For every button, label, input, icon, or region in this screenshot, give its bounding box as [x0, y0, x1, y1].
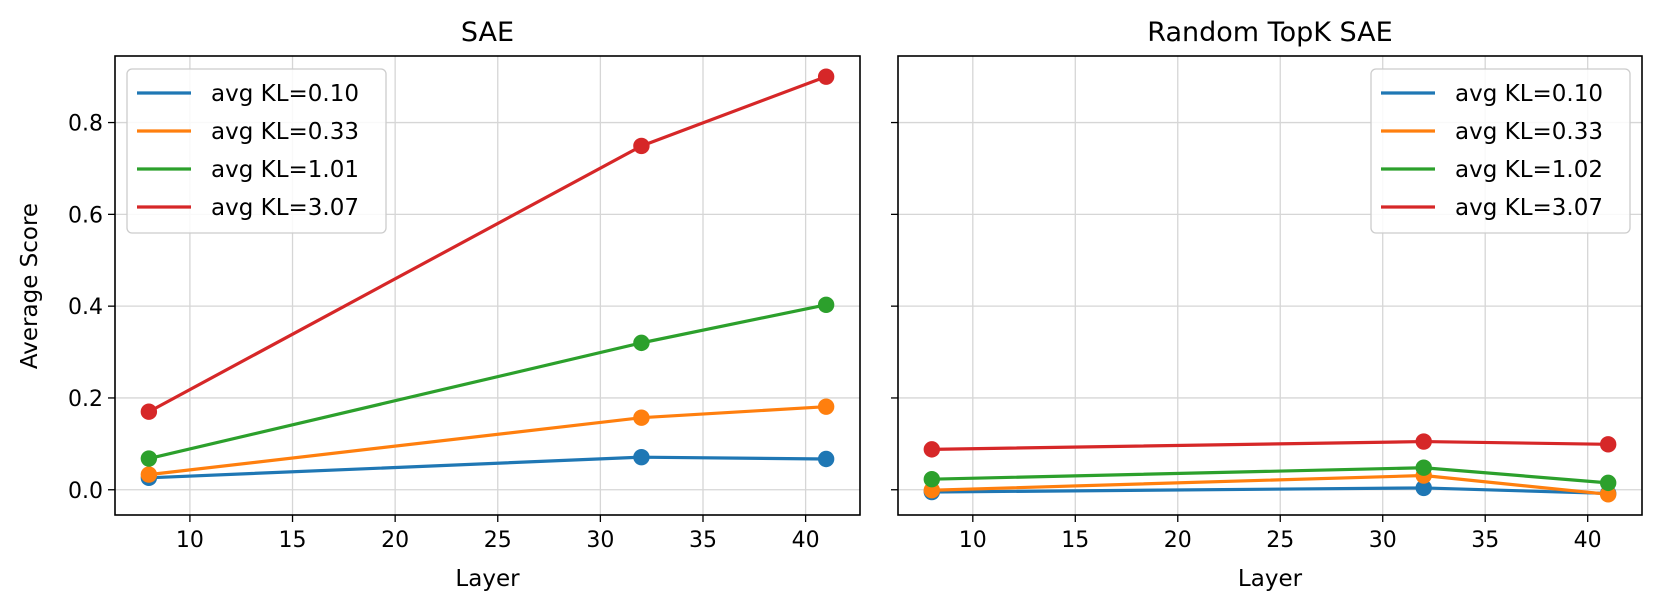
data-point: [140, 403, 158, 420]
x-tick-label: 25: [484, 528, 512, 553]
x-tick-label: 40: [792, 528, 820, 553]
x-axis-label: Layer: [1238, 566, 1303, 592]
panel-random-topk-sae: Random TopK SAE Layer 10 15 20 25 30 35 40 avg …: [891, 17, 1643, 592]
data-point: [817, 450, 835, 468]
x-tick-label: 25: [1266, 528, 1294, 553]
x-tick-label: 20: [1164, 528, 1192, 553]
data-point: [1415, 433, 1432, 450]
data-point: [1415, 479, 1432, 497]
legend-label: avg KL=1.01: [211, 157, 359, 183]
x-tick-label: 15: [1061, 528, 1089, 553]
data-point: [633, 409, 650, 426]
x-tick-label: 30: [586, 528, 614, 553]
data-point: [1599, 474, 1617, 492]
x-tick-label: 30: [1369, 528, 1397, 553]
axes-frame: [897, 55, 1643, 516]
y-axis-label: Average Score: [17, 203, 43, 369]
plot-area: 10 15 20 25 30 35 40 0.0 0.2 0.4 0.6 0.8 avg KL=0.10…: [68, 55, 861, 553]
data-point: [633, 334, 650, 352]
data-point: [1415, 459, 1432, 476]
data-point: [140, 466, 158, 483]
data-point: [140, 450, 158, 467]
legend: avg KL=0.10 avg KL=0.33 avg KL=1.01 avg KL=…: [126, 68, 387, 234]
data-point: [817, 68, 835, 85]
panel-sae: SAE Layer Average Score 10 15 20 25 30 35 40 0.…: [17, 17, 861, 592]
legend-label: avg KL=0.33: [1455, 119, 1603, 145]
x-tick-label: 10: [176, 528, 204, 553]
x-axis-label: Layer: [455, 566, 520, 592]
legend-box: [1370, 68, 1631, 234]
legend-label: avg KL=0.10: [1455, 81, 1603, 107]
data-point: [923, 470, 941, 488]
y-tick-label: 0.8: [68, 112, 103, 137]
x-tick-label: 40: [1574, 528, 1602, 553]
legend-label: avg KL=0.10: [211, 81, 359, 107]
data-point: [817, 398, 835, 415]
y-tick-label: 0.0: [68, 479, 103, 504]
legend-box: [126, 68, 387, 234]
panel-title: Random TopK SAE: [1147, 17, 1392, 48]
data-point: [817, 296, 835, 313]
data-point: [1599, 436, 1617, 453]
axes-frame: [114, 55, 861, 516]
y-tick-label: 0.4: [68, 295, 103, 320]
y-tick-label: 0.2: [68, 387, 103, 412]
x-tick-label: 35: [689, 528, 717, 553]
y-tick-label: 0.6: [68, 203, 103, 228]
legend-label: avg KL=0.33: [211, 119, 359, 145]
data-point: [1599, 486, 1617, 503]
legend-label: avg KL=3.07: [211, 195, 359, 221]
data-point: [633, 448, 650, 466]
legend-label: avg KL=3.07: [1455, 195, 1603, 221]
panel-title: SAE: [461, 17, 514, 48]
legend: avg KL=0.10 avg KL=0.33 avg KL=1.02 avg KL=…: [1370, 68, 1631, 234]
x-tick-label: 20: [381, 528, 409, 553]
data-point: [923, 441, 941, 458]
x-tick-label: 10: [959, 528, 987, 553]
x-tick-label: 15: [279, 528, 307, 553]
data-point: [633, 137, 650, 155]
x-tick-label: 35: [1471, 528, 1499, 553]
legend-label: avg KL=1.02: [1455, 157, 1603, 183]
